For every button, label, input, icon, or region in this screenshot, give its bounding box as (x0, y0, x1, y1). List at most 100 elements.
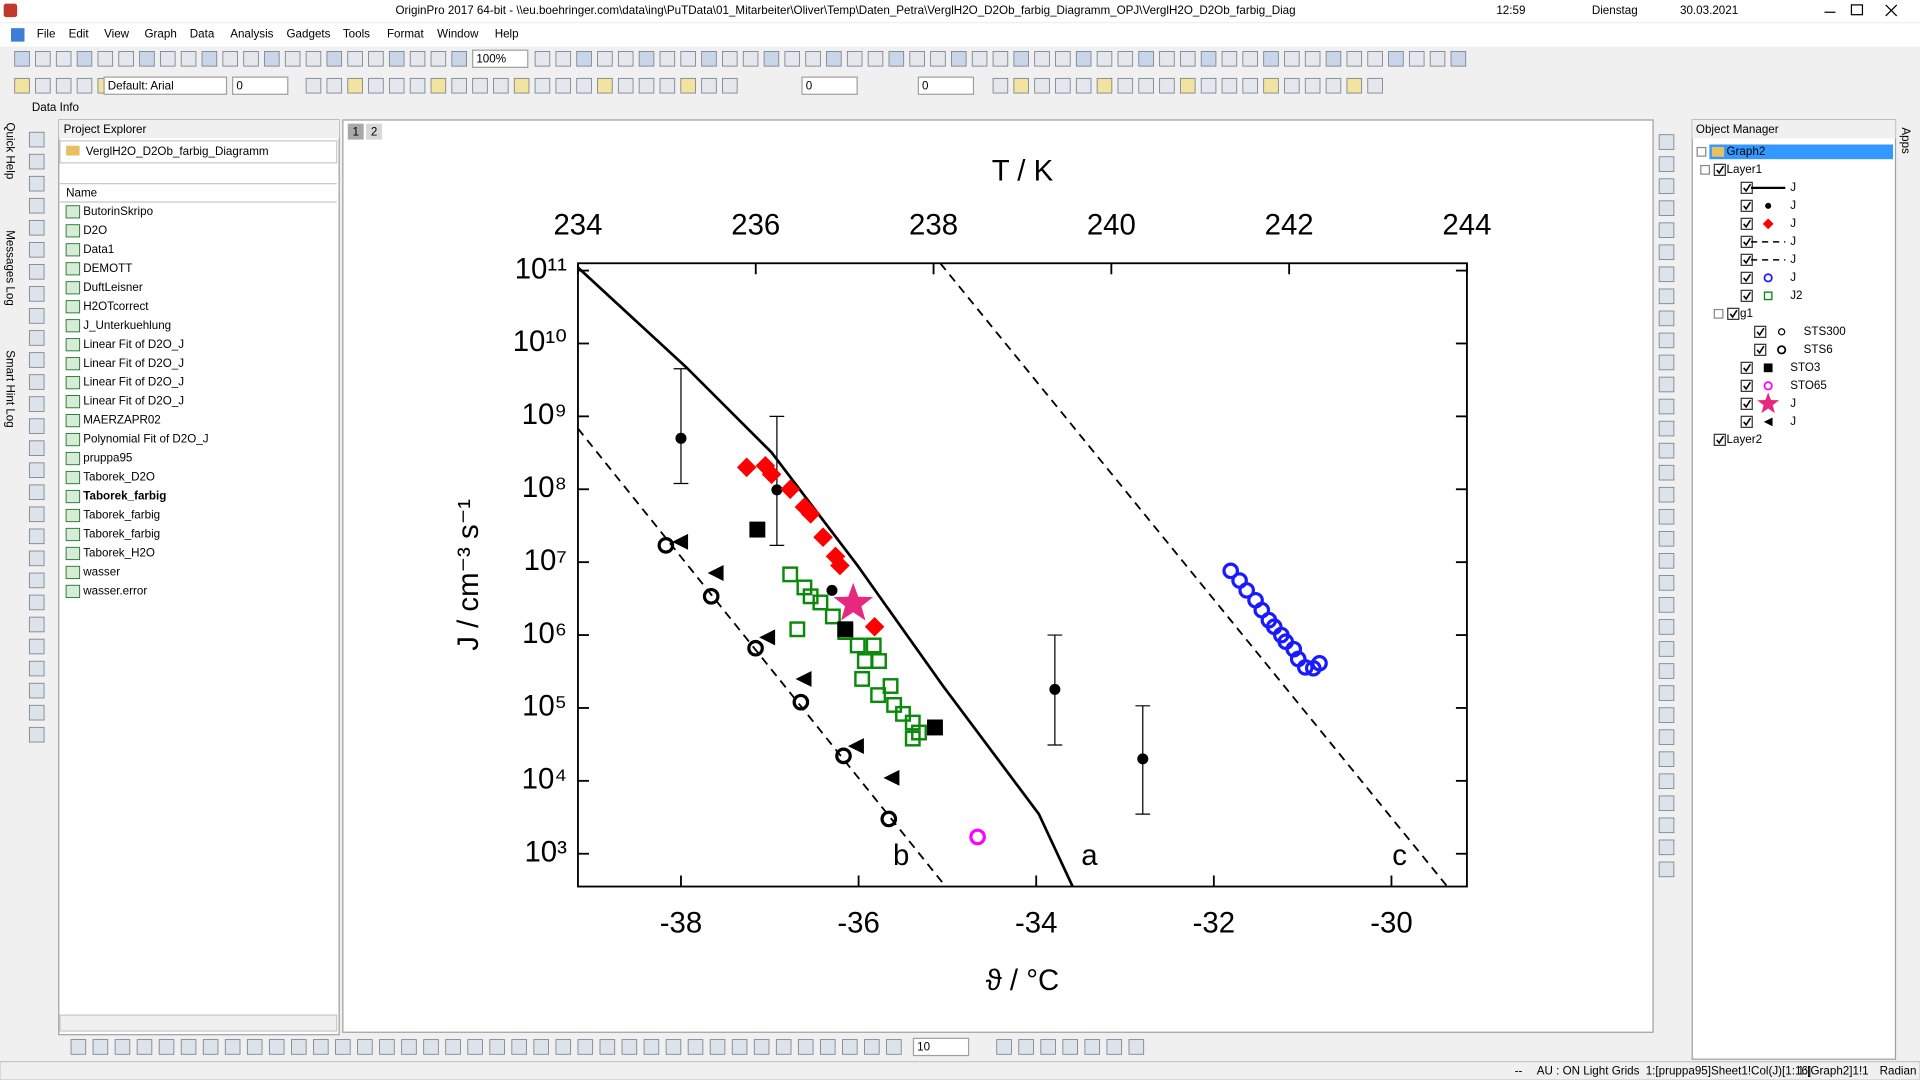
checkbox[interactable] (1740, 253, 1753, 266)
toolbar-button[interactable] (28, 638, 45, 655)
toolbar-button[interactable] (1117, 77, 1134, 94)
side-tab[interactable]: Messages Log (4, 230, 17, 306)
toolbar-button[interactable] (1179, 77, 1196, 94)
toolbar-button[interactable] (335, 1039, 351, 1055)
toolbar-button[interactable] (202, 1039, 219, 1055)
toolbar-button[interactable] (1062, 1039, 1078, 1055)
menu-item[interactable]: Analysis (230, 27, 273, 40)
toolbar-button[interactable] (158, 1039, 175, 1055)
toolbar-button[interactable] (28, 308, 45, 324)
toolbar-button[interactable] (1263, 77, 1279, 94)
toolbar-button[interactable] (28, 528, 45, 545)
toolbar-button[interactable] (1658, 817, 1675, 834)
toolbar-button[interactable] (617, 51, 634, 67)
toolbar-button[interactable] (930, 51, 946, 67)
checkbox[interactable] (1713, 163, 1726, 176)
expander[interactable] (1700, 164, 1710, 175)
combo-text[interactable]: Default: Arial (108, 79, 174, 92)
toolbar-button[interactable] (1658, 200, 1675, 216)
toolbar-button[interactable] (347, 77, 363, 94)
toolbar-button[interactable] (28, 264, 45, 280)
toolbar-button[interactable] (493, 77, 509, 94)
toolbar-button[interactable] (1242, 51, 1258, 67)
pe-item[interactable]: MAERZAPR02 (83, 414, 161, 427)
toolbar-button[interactable] (467, 1039, 483, 1055)
menu-item[interactable]: File (37, 27, 56, 40)
toolbar-button[interactable] (659, 77, 676, 94)
checkbox[interactable] (1754, 343, 1767, 356)
toolbar-button[interactable] (1367, 51, 1383, 67)
expander[interactable] (1713, 308, 1724, 319)
toolbar-button[interactable] (992, 51, 1009, 67)
toolbar-button[interactable] (1450, 51, 1467, 67)
toolbar-button[interactable] (709, 1039, 726, 1055)
pe-item[interactable]: H2OTcorrect (83, 300, 149, 313)
toolbar-button[interactable] (1658, 178, 1675, 194)
toolbar-button[interactable] (1018, 1039, 1034, 1055)
checkbox[interactable] (1740, 379, 1753, 392)
om-series[interactable]: STO3 (1790, 361, 1820, 374)
toolbar-button[interactable] (1284, 77, 1300, 94)
toolbar-button[interactable] (1658, 619, 1675, 635)
toolbar-button[interactable] (28, 330, 45, 346)
checkbox[interactable] (1740, 181, 1753, 194)
toolbar-button[interactable] (451, 51, 467, 67)
toolbar-button[interactable] (313, 1039, 329, 1055)
toolbar-button[interactable] (763, 51, 780, 67)
toolbar-button[interactable] (28, 242, 45, 258)
toolbar-button[interactable] (555, 51, 572, 67)
menu-item[interactable]: Graph (144, 27, 176, 40)
toolbar-button[interactable] (1658, 773, 1675, 790)
om-node[interactable]: Graph2 (1727, 145, 1766, 158)
toolbar-button[interactable] (284, 51, 301, 67)
toolbar-button[interactable] (118, 51, 134, 67)
page-tab-label[interactable]: 1 (352, 125, 358, 138)
toolbar-button[interactable] (722, 77, 738, 94)
toolbar-button[interactable] (971, 51, 988, 67)
checkbox[interactable] (1740, 415, 1753, 428)
toolbar-button[interactable] (1138, 77, 1154, 94)
toolbar-button[interactable] (489, 1039, 505, 1055)
toolbar-button[interactable] (888, 51, 905, 67)
checkbox[interactable] (1713, 433, 1726, 446)
toolbar-button[interactable] (731, 1039, 748, 1055)
menu-item[interactable]: Edit (69, 27, 90, 40)
om-series[interactable]: J (1790, 217, 1796, 230)
pe-item[interactable]: DuftLeisner (83, 281, 143, 294)
toolbar-button[interactable] (264, 51, 280, 67)
toolbar-button[interactable] (1658, 486, 1675, 503)
toolbar-button[interactable] (867, 51, 884, 67)
toolbar-button[interactable] (1055, 51, 1071, 67)
toolbar-button[interactable] (775, 1039, 792, 1055)
toolbar-button[interactable] (680, 51, 696, 67)
toolbar-button[interactable] (1304, 77, 1321, 94)
side-tab[interactable]: Apps (1899, 127, 1912, 154)
toolbar-button[interactable] (28, 682, 45, 699)
toolbar-button[interactable] (638, 51, 655, 67)
toolbar-button[interactable] (180, 1039, 197, 1055)
toolbar-button[interactable] (511, 1039, 527, 1055)
toolbar-button[interactable] (28, 286, 45, 302)
toolbar-button[interactable] (909, 51, 925, 67)
toolbar-button[interactable] (1658, 861, 1675, 878)
toolbar-button[interactable] (180, 51, 197, 67)
toolbar-button[interactable] (1055, 77, 1071, 94)
toolbar-button[interactable] (368, 77, 384, 94)
toolbar-button[interactable] (14, 51, 30, 67)
toolbar-button[interactable] (28, 484, 45, 501)
pe-item[interactable]: ButorinSkripo (83, 205, 153, 218)
menu-item[interactable]: Format (387, 27, 425, 40)
checkbox[interactable] (1740, 289, 1753, 302)
toolbar-button[interactable] (28, 572, 45, 589)
toolbar-button[interactable] (1658, 288, 1675, 305)
window-controls[interactable] (1824, 4, 1898, 17)
toolbar-button[interactable] (534, 51, 551, 67)
om-series[interactable]: J2 (1790, 289, 1802, 302)
toolbar-button[interactable] (97, 51, 114, 67)
toolbar-button[interactable] (28, 616, 45, 633)
toolbar-button[interactable] (1658, 442, 1675, 459)
toolbar-button[interactable] (665, 1039, 682, 1055)
toolbar-button[interactable] (451, 77, 467, 94)
toolbar-button[interactable] (805, 51, 821, 67)
combo-text[interactable]: 0 (236, 79, 243, 92)
